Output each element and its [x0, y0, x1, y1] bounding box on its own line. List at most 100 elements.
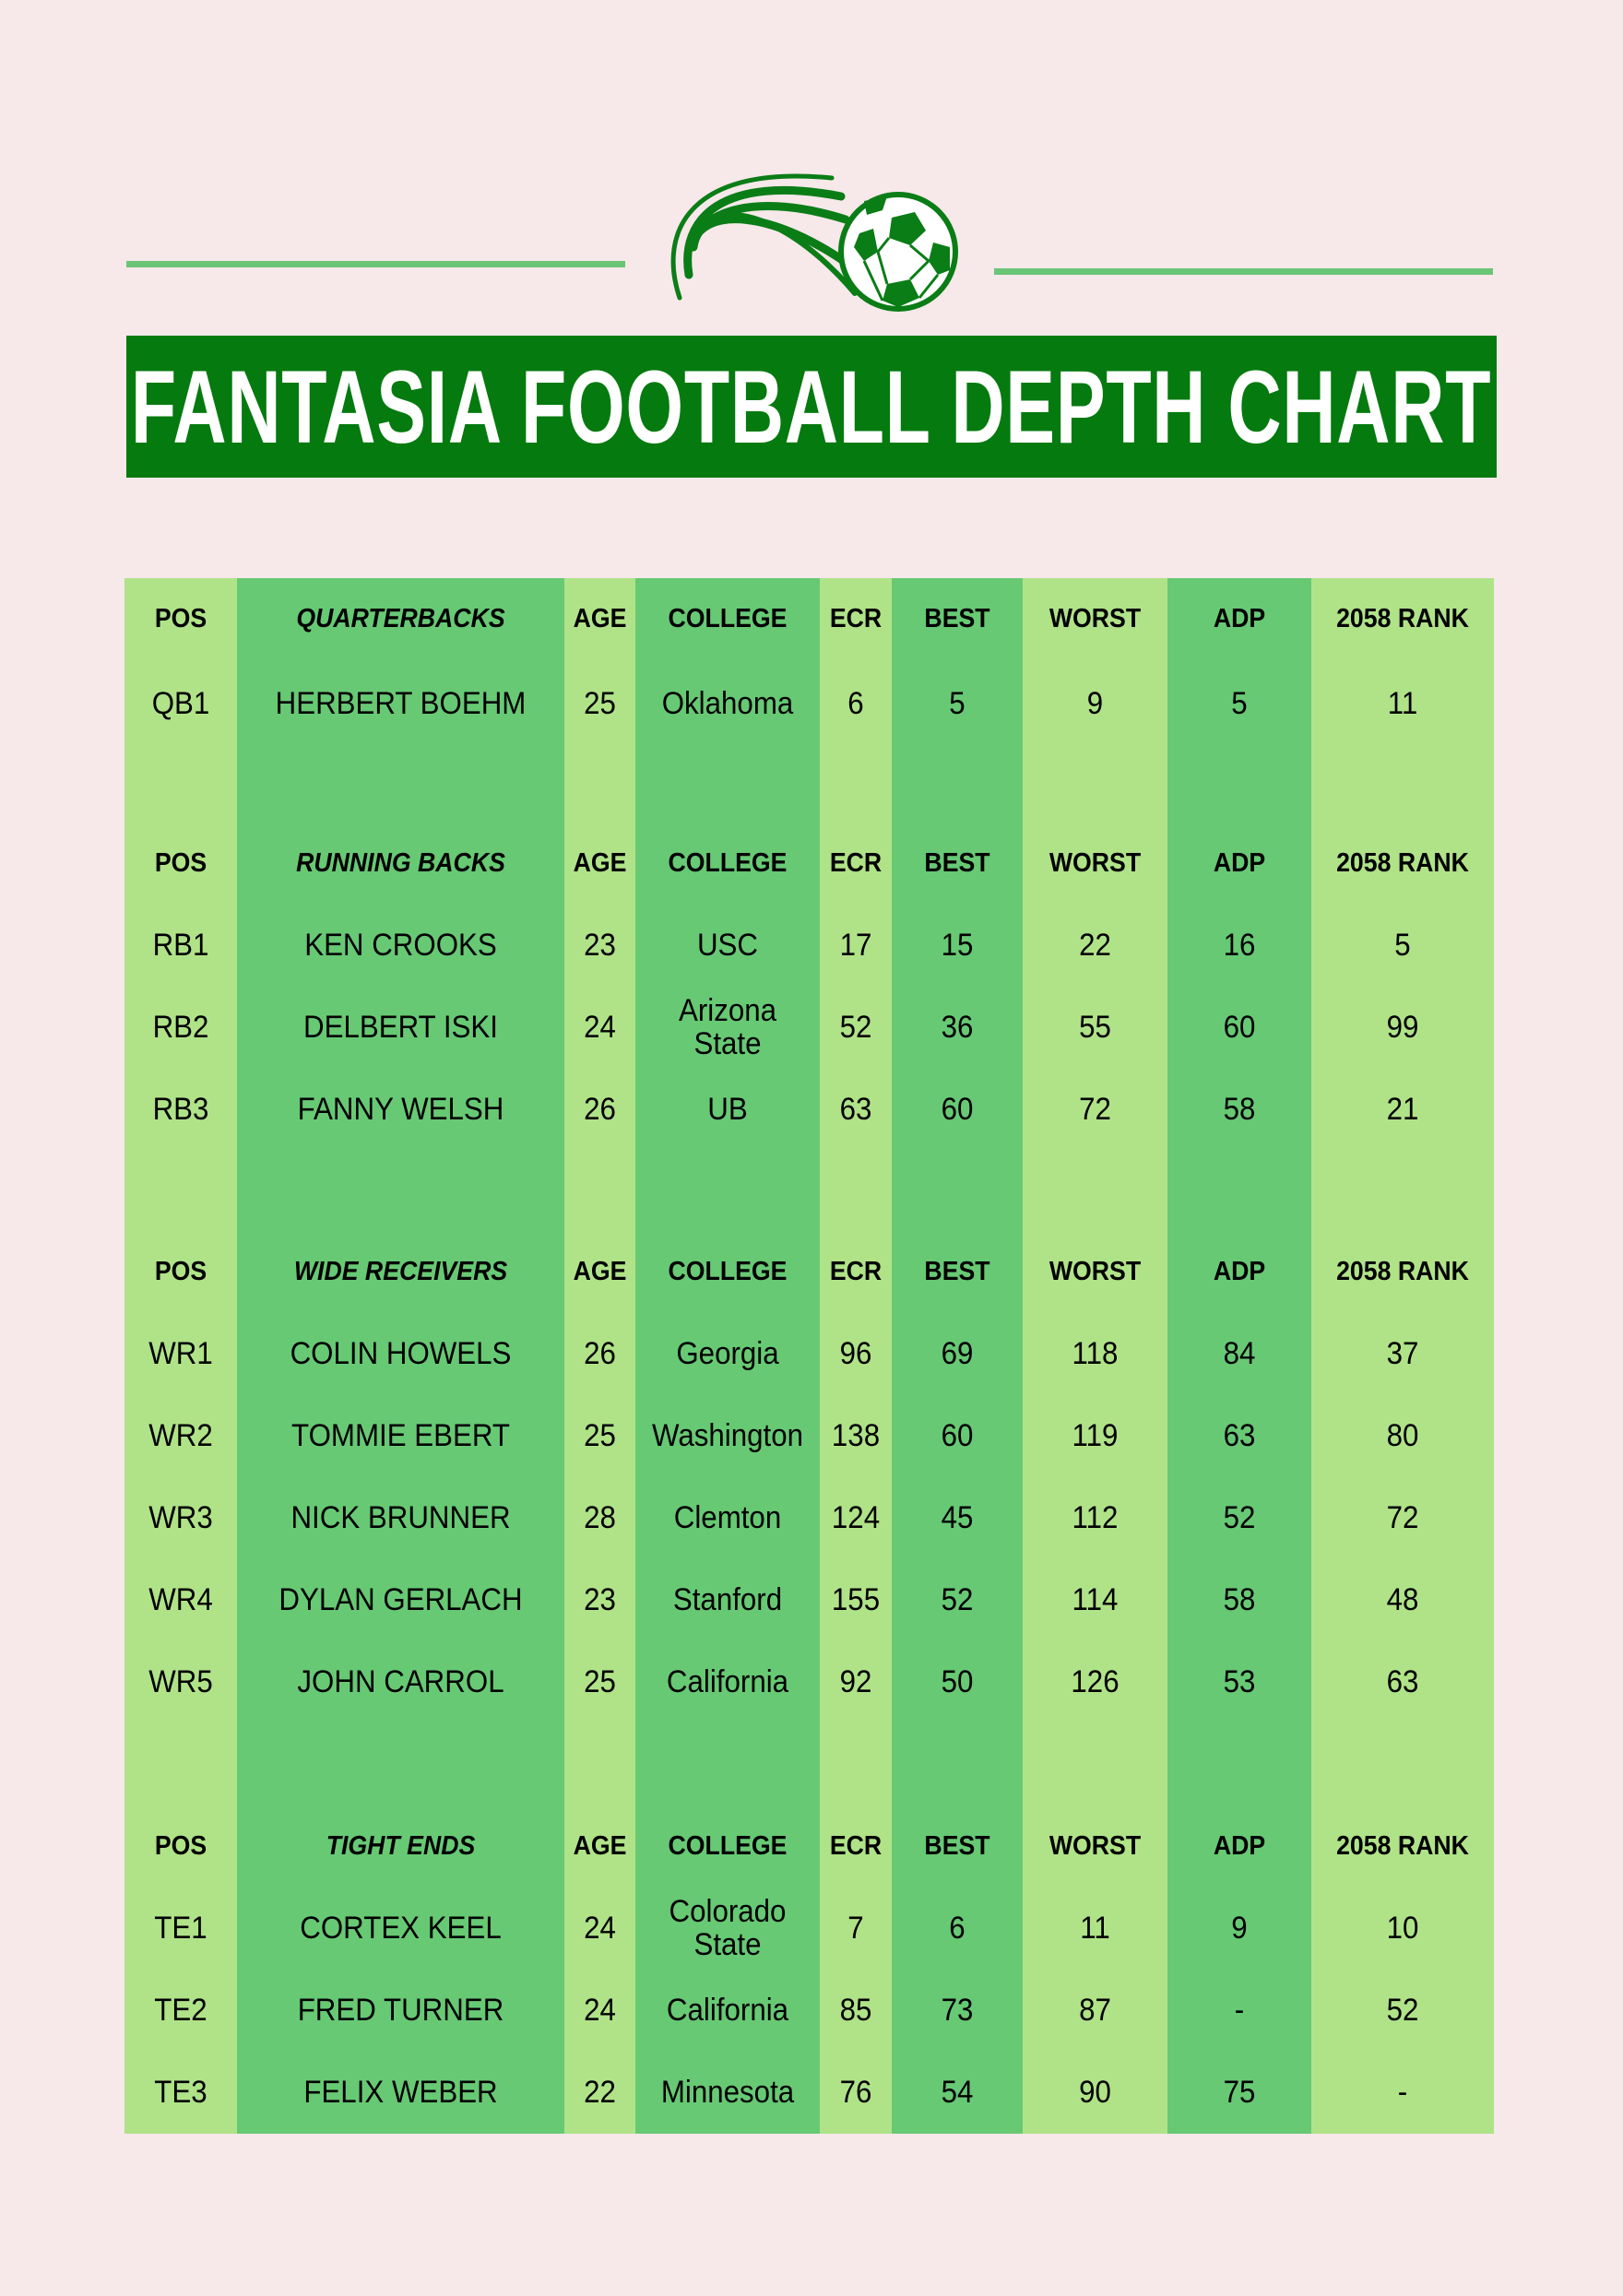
- cell-rank: 11: [1387, 685, 1418, 721]
- cell-best: 60: [941, 1417, 974, 1453]
- column-header-pos: POS: [154, 604, 207, 634]
- cell-age: 28: [584, 1499, 616, 1535]
- cell-rank: 63: [1386, 1663, 1419, 1699]
- cell-age: 25: [584, 685, 616, 721]
- column-header-worst: WORST: [1048, 1831, 1142, 1862]
- cell-player: NICK BRUNNER: [290, 1499, 511, 1535]
- cell-ecr: 52: [839, 1009, 872, 1045]
- column-header-worst: WORST: [1048, 848, 1142, 879]
- cell-rank: 52: [1386, 1992, 1419, 2028]
- cell-best: 45: [941, 1499, 974, 1535]
- section-spacer: [124, 1723, 1494, 1805]
- cell-player: KEN CROOKS: [304, 927, 497, 963]
- cell-worst: 72: [1079, 1091, 1111, 1127]
- section-title: RUNNING BACKS: [296, 848, 505, 879]
- cell-age: 26: [584, 1335, 616, 1371]
- cell-worst: 112: [1072, 1499, 1119, 1535]
- column-stripe-best: [892, 578, 1023, 2134]
- column-stripe-worst: [1023, 578, 1167, 2134]
- table-row: WR3 NICK BRUNNER 28 Clemton 124 45 112 52 72: [124, 1477, 1494, 1559]
- cell-player: CORTEX KEEL: [300, 1910, 502, 1946]
- cell-worst: 126: [1071, 1663, 1120, 1699]
- cell-adp: 63: [1223, 1417, 1256, 1453]
- column-header-ecr: ECR: [829, 1831, 883, 1862]
- column-header-pos: POS: [154, 848, 207, 879]
- cell-college: Minnesota: [660, 2074, 795, 2110]
- section-header-row: POS QUARTERBACKS AGE COLLEGE ECR BEST WORST ADP…: [124, 578, 1494, 660]
- column-header-rank: 2058 RANK: [1336, 1831, 1469, 1862]
- cell-adp: 52: [1223, 1499, 1256, 1535]
- column-header-age: AGE: [573, 1257, 627, 1287]
- cell-player: JOHN CARROL: [297, 1663, 504, 1699]
- cell-college: California: [666, 1663, 789, 1699]
- column-header-ecr: ECR: [829, 1257, 883, 1287]
- page-title: FANTASIA FOOTBALL DEPTH CHART: [131, 349, 1492, 465]
- cell-rank: 21: [1386, 1091, 1419, 1127]
- column-stripe-age: [564, 578, 635, 2134]
- cell-rank: 72: [1386, 1499, 1419, 1535]
- section-spacer: [124, 748, 1494, 823]
- cell-best: 69: [941, 1335, 974, 1371]
- column-header-pos: POS: [154, 1831, 207, 1862]
- cell-age: 24: [584, 1009, 616, 1045]
- column-stripe-ecr: [820, 578, 892, 2134]
- cell-adp: 84: [1223, 1335, 1256, 1371]
- cell-ecr: 7: [847, 1910, 864, 1946]
- cell-pos: QB1: [151, 685, 210, 721]
- cell-adp: 53: [1223, 1663, 1256, 1699]
- soccer-ball-icon: [670, 173, 958, 312]
- cell-pos: RB1: [152, 927, 209, 963]
- cell-age: 25: [584, 1417, 616, 1453]
- depth-chart-table: POS QUARTERBACKS AGE COLLEGE ECR BEST WORST ADP…: [124, 578, 1494, 2134]
- cell-worst: 87: [1079, 1992, 1111, 2028]
- cell-rank: 37: [1386, 1335, 1419, 1371]
- table-row: RB1 KEN CROOKS 23 USC 17 15 22 16 5: [124, 905, 1494, 987]
- cell-ecr: 17: [839, 927, 872, 963]
- table-row: WR4 DYLAN GERLACH 23 Stanford 155 52 114 58 48: [124, 1559, 1494, 1641]
- cell-adp: 9: [1231, 1910, 1248, 1946]
- cell-player: FANNY WELSH: [297, 1091, 504, 1127]
- column-stripe-college: [635, 578, 820, 2134]
- cell-adp: 75: [1223, 2074, 1256, 2110]
- column-stripe-player: [237, 578, 564, 2134]
- cell-college: USC: [696, 927, 759, 963]
- section-title: TIGHT ENDS: [326, 1831, 476, 1862]
- column-header-pos: POS: [154, 1257, 207, 1287]
- cell-worst: 9: [1086, 685, 1104, 721]
- cell-ecr: 138: [831, 1417, 881, 1453]
- column-header-age: AGE: [573, 1831, 627, 1862]
- table-row: WR1 COLIN HOWELS 26 Georgia 96 69 118 84 37: [124, 1313, 1494, 1395]
- table-row: WR5 JOHN CARROL 25 California 92 50 126 53 63: [124, 1641, 1494, 1723]
- cell-player: COLIN HOWELS: [290, 1335, 512, 1371]
- cell-player: TOMMIE EBERT: [291, 1417, 510, 1453]
- table-row: TE2 FRED TURNER 24 California 85 73 87 - 52: [124, 1970, 1494, 2052]
- table-row: WR2 TOMMIE EBERT 25 Washington 138 60 119 63 80: [124, 1395, 1494, 1477]
- cell-adp: 58: [1223, 1581, 1256, 1617]
- column-stripe-rank: [1311, 578, 1494, 2134]
- cell-rank: 80: [1386, 1417, 1419, 1453]
- cell-pos: TE2: [154, 1992, 207, 2028]
- column-stripe-adp: [1167, 578, 1311, 2134]
- cell-ecr: 76: [839, 2074, 872, 2110]
- column-header-college: COLLEGE: [668, 1257, 788, 1287]
- section-header-row: POS TIGHT ENDS AGE COLLEGE ECR BEST WORST ADP 20…: [124, 1805, 1494, 1888]
- cell-best: 6: [949, 1910, 966, 1946]
- cell-pos: WR5: [148, 1663, 213, 1699]
- column-header-adp: ADP: [1213, 604, 1266, 634]
- column-header-college: COLLEGE: [668, 1831, 788, 1862]
- table-row: TE3 FELIX WEBER 22 Minnesota 76 54 90 75 -: [124, 2052, 1494, 2134]
- cell-player: FELIX WEBER: [303, 2074, 498, 2110]
- column-header-college: COLLEGE: [668, 848, 788, 879]
- cell-ecr: 124: [831, 1499, 881, 1535]
- cell-pos: WR2: [148, 1417, 213, 1453]
- cell-best: 5: [949, 685, 966, 721]
- section-header-row: POS WIDE RECEIVERS AGE COLLEGE ECR BEST WORST A…: [124, 1231, 1494, 1313]
- title-banner: FANTASIA FOOTBALL DEPTH CHART: [126, 336, 1497, 478]
- cell-player: HERBERT BOEHM: [275, 685, 527, 721]
- cell-adp: 60: [1223, 1009, 1256, 1045]
- cell-college: Washington: [651, 1417, 804, 1453]
- column-header-worst: WORST: [1048, 604, 1142, 634]
- cell-pos: WR1: [148, 1335, 213, 1371]
- cell-ecr: 92: [839, 1663, 872, 1699]
- section-title: QUARTERBACKS: [296, 604, 505, 634]
